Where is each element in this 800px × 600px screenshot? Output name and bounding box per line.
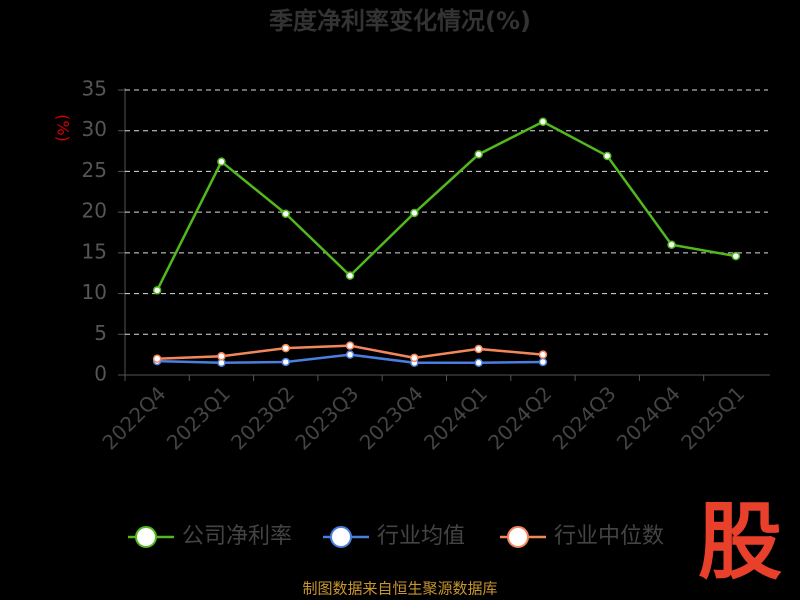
y-tick-label: 25 — [82, 158, 107, 182]
legend-label: 公司净利率 — [182, 524, 292, 549]
y-axis-label: (%) — [54, 114, 73, 142]
data-point — [217, 157, 226, 166]
series-line — [156, 120, 737, 291]
y-tick-label: 0 — [94, 362, 107, 386]
y-tick-label: 15 — [82, 239, 107, 263]
data-point — [538, 350, 548, 359]
legend-label: 行业均值 — [377, 524, 465, 549]
footer: 制图数据来自恒生聚源数据库 — [302, 580, 497, 598]
data-point — [345, 350, 355, 359]
data-point — [474, 150, 483, 159]
data-point — [474, 344, 483, 354]
data-point — [281, 343, 290, 353]
data-point — [410, 353, 419, 363]
legend-label: 行业中位数 — [554, 524, 664, 549]
y-tick-label: 35 — [82, 77, 107, 101]
data-point — [538, 117, 548, 127]
data-point — [731, 251, 741, 261]
data-point — [217, 352, 226, 361]
legend-marker — [330, 526, 352, 548]
y-tick-label: 30 — [82, 117, 107, 141]
data-point — [152, 286, 162, 295]
data-point — [152, 354, 162, 363]
data-point — [474, 358, 483, 368]
data-point — [281, 209, 290, 219]
y-tick-label: 5 — [94, 321, 107, 345]
data-point — [345, 271, 355, 280]
legend-marker — [135, 526, 157, 548]
data-point — [667, 240, 676, 249]
data-point — [538, 357, 548, 367]
data-point — [410, 208, 419, 218]
logo: 股 — [698, 493, 782, 591]
data-point — [281, 357, 290, 367]
y-tick-label: 10 — [82, 280, 107, 304]
chart-title: 季度净利率变化情况(%) — [269, 7, 531, 35]
data-point — [603, 151, 612, 161]
legend-marker — [507, 526, 529, 548]
data-point — [345, 341, 355, 350]
y-tick-label: 20 — [82, 199, 107, 223]
